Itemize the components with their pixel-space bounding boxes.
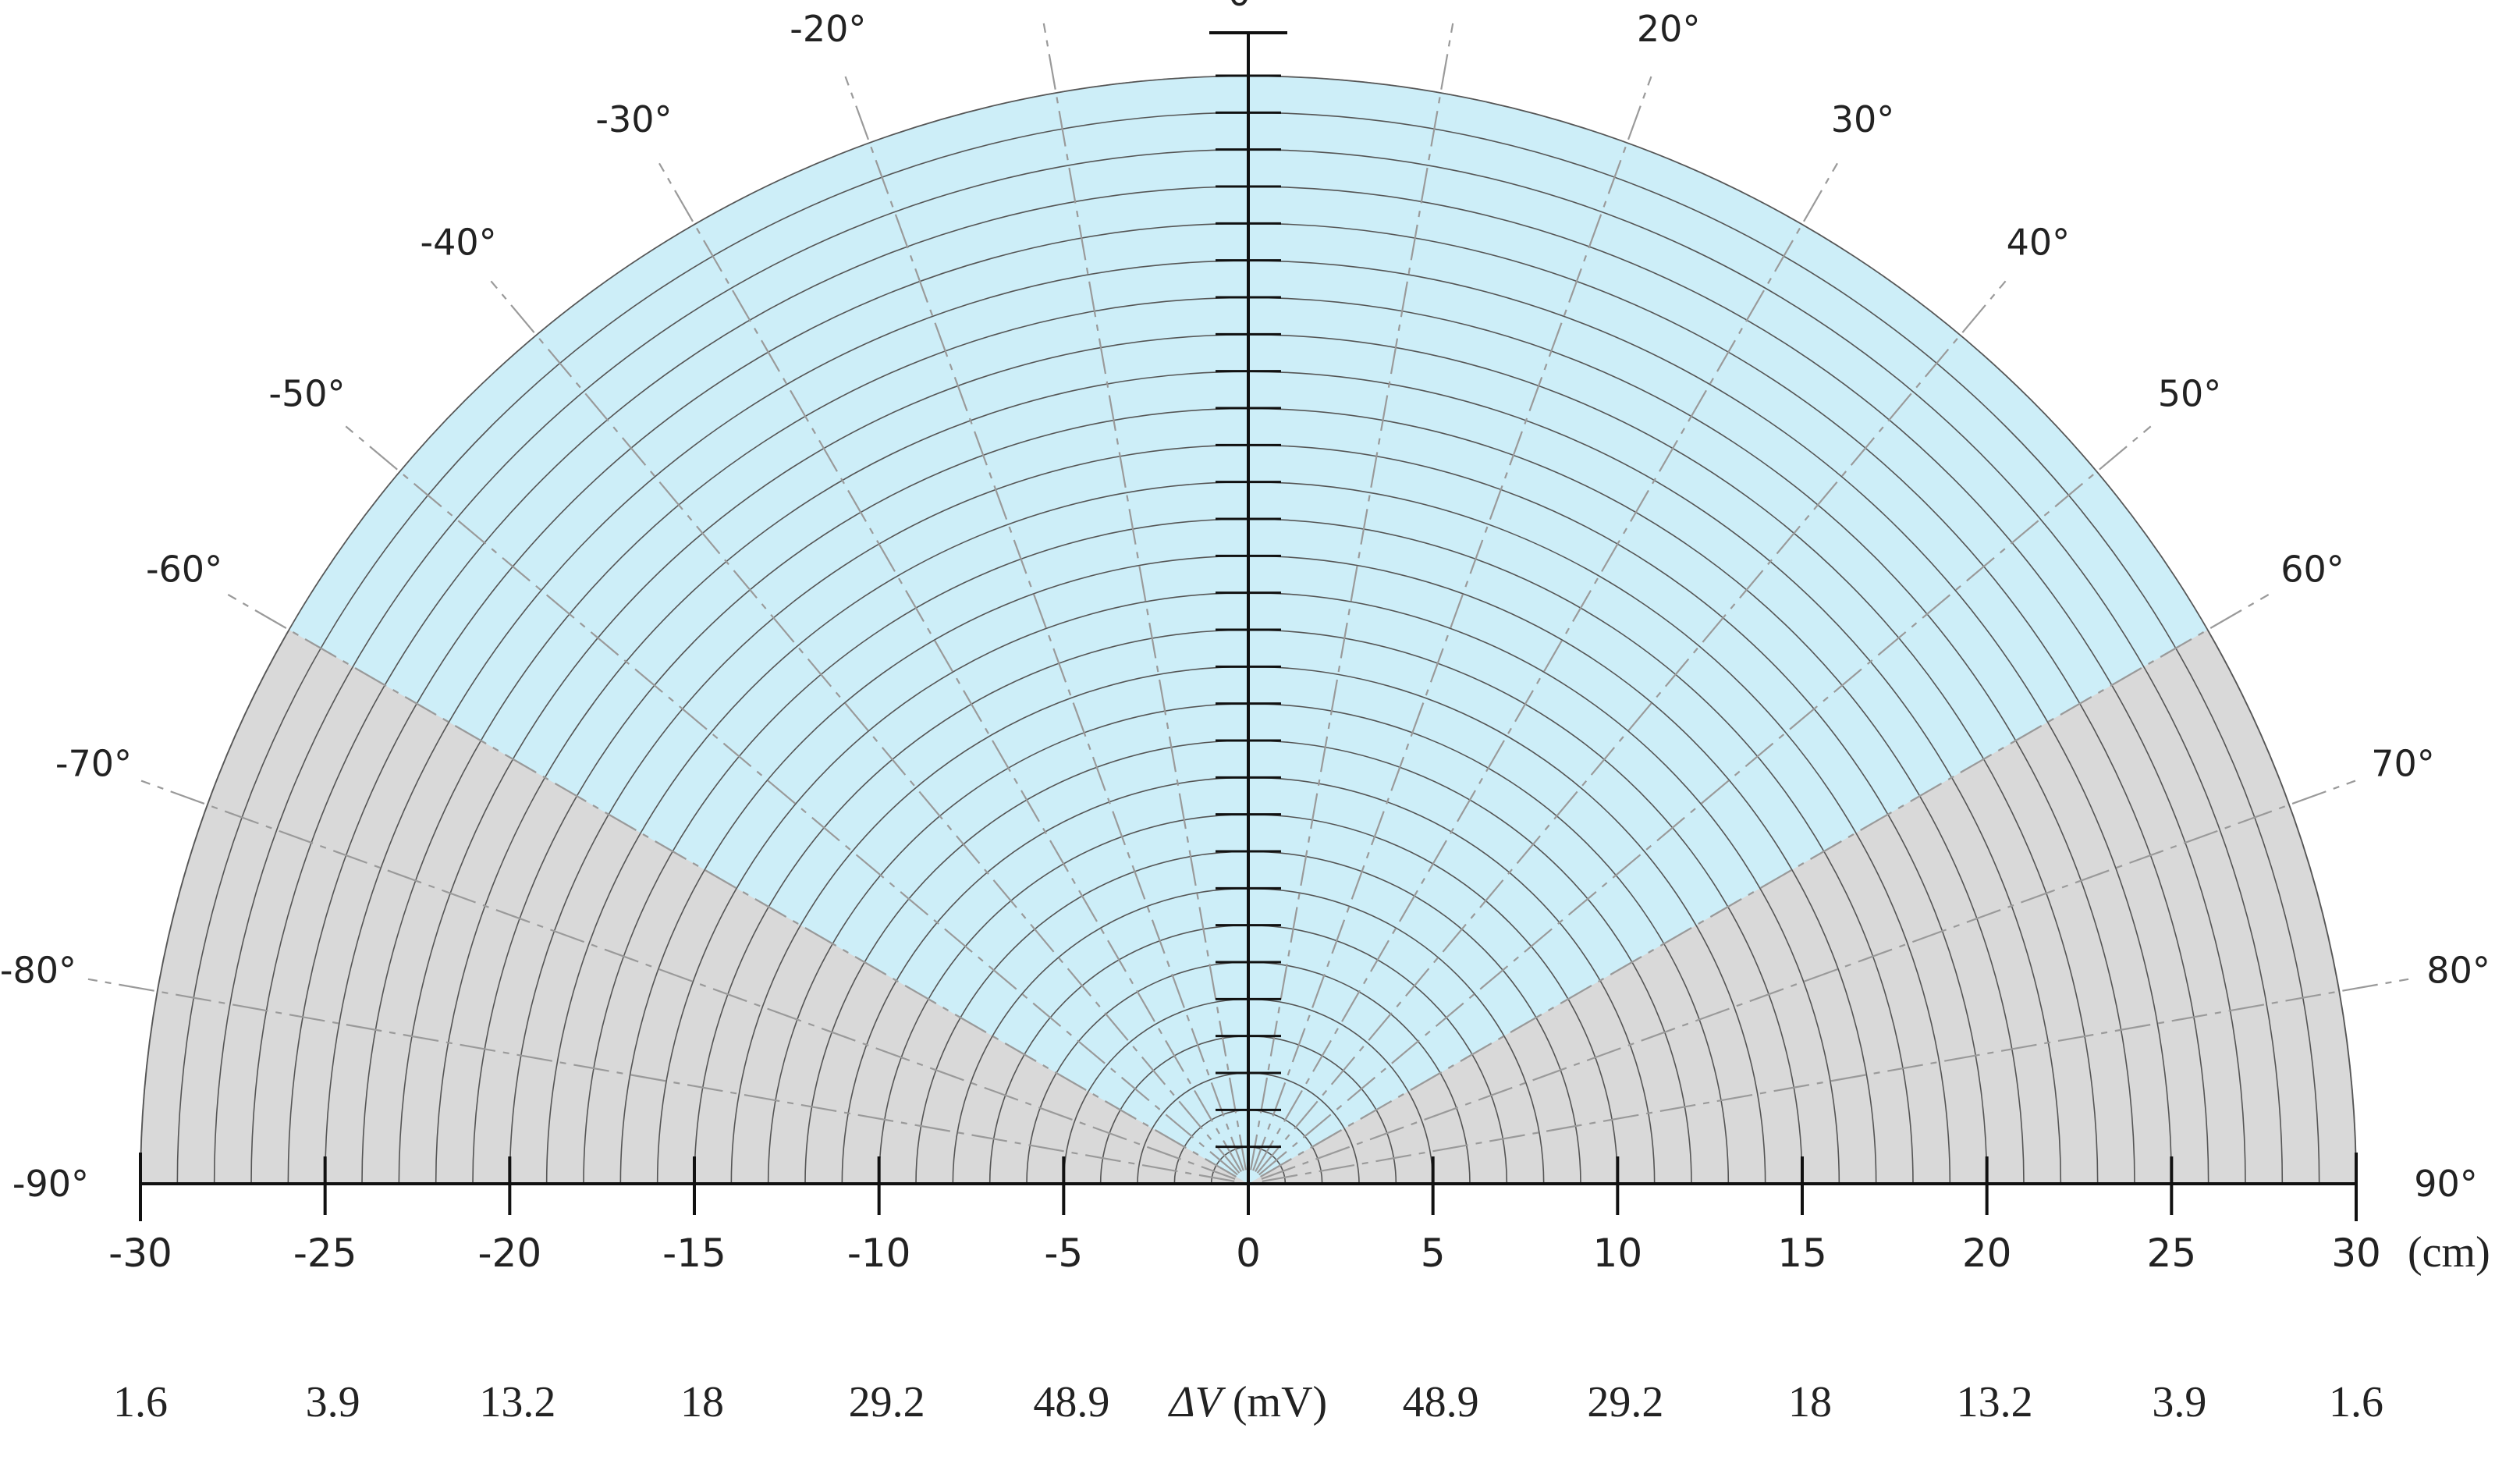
radial-line-40 [1256, 280, 2007, 1174]
x-tick-label--25: -25 [293, 1231, 357, 1276]
distance-axis-ticks: -30 -25 -20 -15 -10 -5 0 5 10 15 20 25 30 [108, 1153, 2381, 1276]
angle-label-40: 40° [2007, 221, 2071, 263]
voltage-right-0: 48.9 [1403, 1378, 1479, 1426]
voltage-left-0: 1.6 [113, 1378, 168, 1426]
radial-line--40 [490, 280, 1240, 1174]
radial-line-60 [1260, 594, 2270, 1178]
angle-label-0: 0° [1228, 0, 1269, 14]
angle-labels: -90°-80°-70°-60°-50°-40°-30°-20°-10°0°10… [0, 0, 2490, 1205]
radial-line-20 [1252, 76, 1652, 1171]
voltage-right-2: 18 [1788, 1378, 1832, 1426]
radial-angle-lines [87, 23, 2409, 1182]
angle-label-70: 70° [2371, 742, 2435, 784]
radial-line--70 [140, 780, 1236, 1180]
x-tick-label--20: -20 [477, 1231, 541, 1276]
x-tick-label-30: 30 [2331, 1231, 2381, 1276]
radial-line--60 [227, 594, 1237, 1178]
x-tick-label--30: -30 [108, 1231, 172, 1276]
x-tick-label--5: -5 [1044, 1231, 1083, 1276]
radial-line-70 [1261, 780, 2356, 1180]
angle-label--90: -90° [12, 1163, 89, 1205]
x-tick-label-15: 15 [1777, 1231, 1827, 1276]
x-tick-label-5: 5 [1421, 1231, 1446, 1276]
angle-label--40: -40° [421, 221, 497, 263]
radial-line-10 [1250, 23, 1454, 1170]
angle-label-80: 80° [2426, 950, 2490, 992]
x-tick-label-10: 10 [1593, 1231, 1643, 1276]
radial-line--50 [345, 425, 1238, 1176]
voltage-right-5: 1.6 [2329, 1378, 2383, 1426]
radial-line--30 [658, 162, 1242, 1172]
angle-label-20: 20° [1637, 8, 1701, 50]
angle-label-50: 50° [2158, 373, 2222, 415]
voltage-row-label: ΔV (mV) [1168, 1378, 1327, 1426]
voltage-left-4: 29.2 [849, 1378, 925, 1426]
angle-label--30: -30° [595, 98, 672, 140]
radial-line--20 [844, 76, 1244, 1171]
voltage-right-3: 13.2 [1957, 1378, 2033, 1426]
voltage-right-4: 3.9 [2152, 1378, 2206, 1426]
delta-v-symbol: ΔV [1168, 1378, 1226, 1426]
voltage-right-1: 29.2 [1587, 1378, 1663, 1426]
x-tick-label-0: 0 [1236, 1231, 1261, 1276]
voltage-left-2: 13.2 [479, 1378, 555, 1426]
x-tick-label-25: 25 [2147, 1231, 2197, 1276]
angle-label--70: -70° [55, 742, 132, 784]
x-tick-label-20: 20 [1962, 1231, 2012, 1276]
x-tick-label--10: -10 [847, 1231, 911, 1276]
angle-label--20: -20° [790, 8, 866, 50]
angle-label--50: -50° [268, 373, 345, 415]
radial-line-50 [1258, 425, 2152, 1176]
angle-label-60: 60° [2280, 549, 2344, 591]
radial-line-30 [1255, 162, 1838, 1172]
delta-v-unit: (mV) [1222, 1378, 1327, 1426]
voltage-left-5: 48.9 [1033, 1378, 1109, 1426]
voltage-row: 1.6 3.9 13.2 18 29.2 48.9 48.9 29.2 18 13.2 3.9 1.6 [113, 1378, 2383, 1426]
radial-line--10 [1042, 23, 1247, 1170]
angle-label-90: 90° [2414, 1163, 2478, 1205]
radial-line-80 [1262, 978, 2409, 1182]
radial-line--80 [87, 978, 1235, 1182]
angle-label--60: -60° [146, 549, 222, 591]
angle-label-30: 30° [1831, 98, 1895, 140]
voltage-left-3: 18 [680, 1378, 724, 1426]
x-tick-label--15: -15 [662, 1231, 726, 1276]
voltage-left-1: 3.9 [306, 1378, 360, 1426]
angle-label--80: -80° [0, 950, 76, 992]
distance-unit-label: (cm) [2408, 1228, 2490, 1277]
